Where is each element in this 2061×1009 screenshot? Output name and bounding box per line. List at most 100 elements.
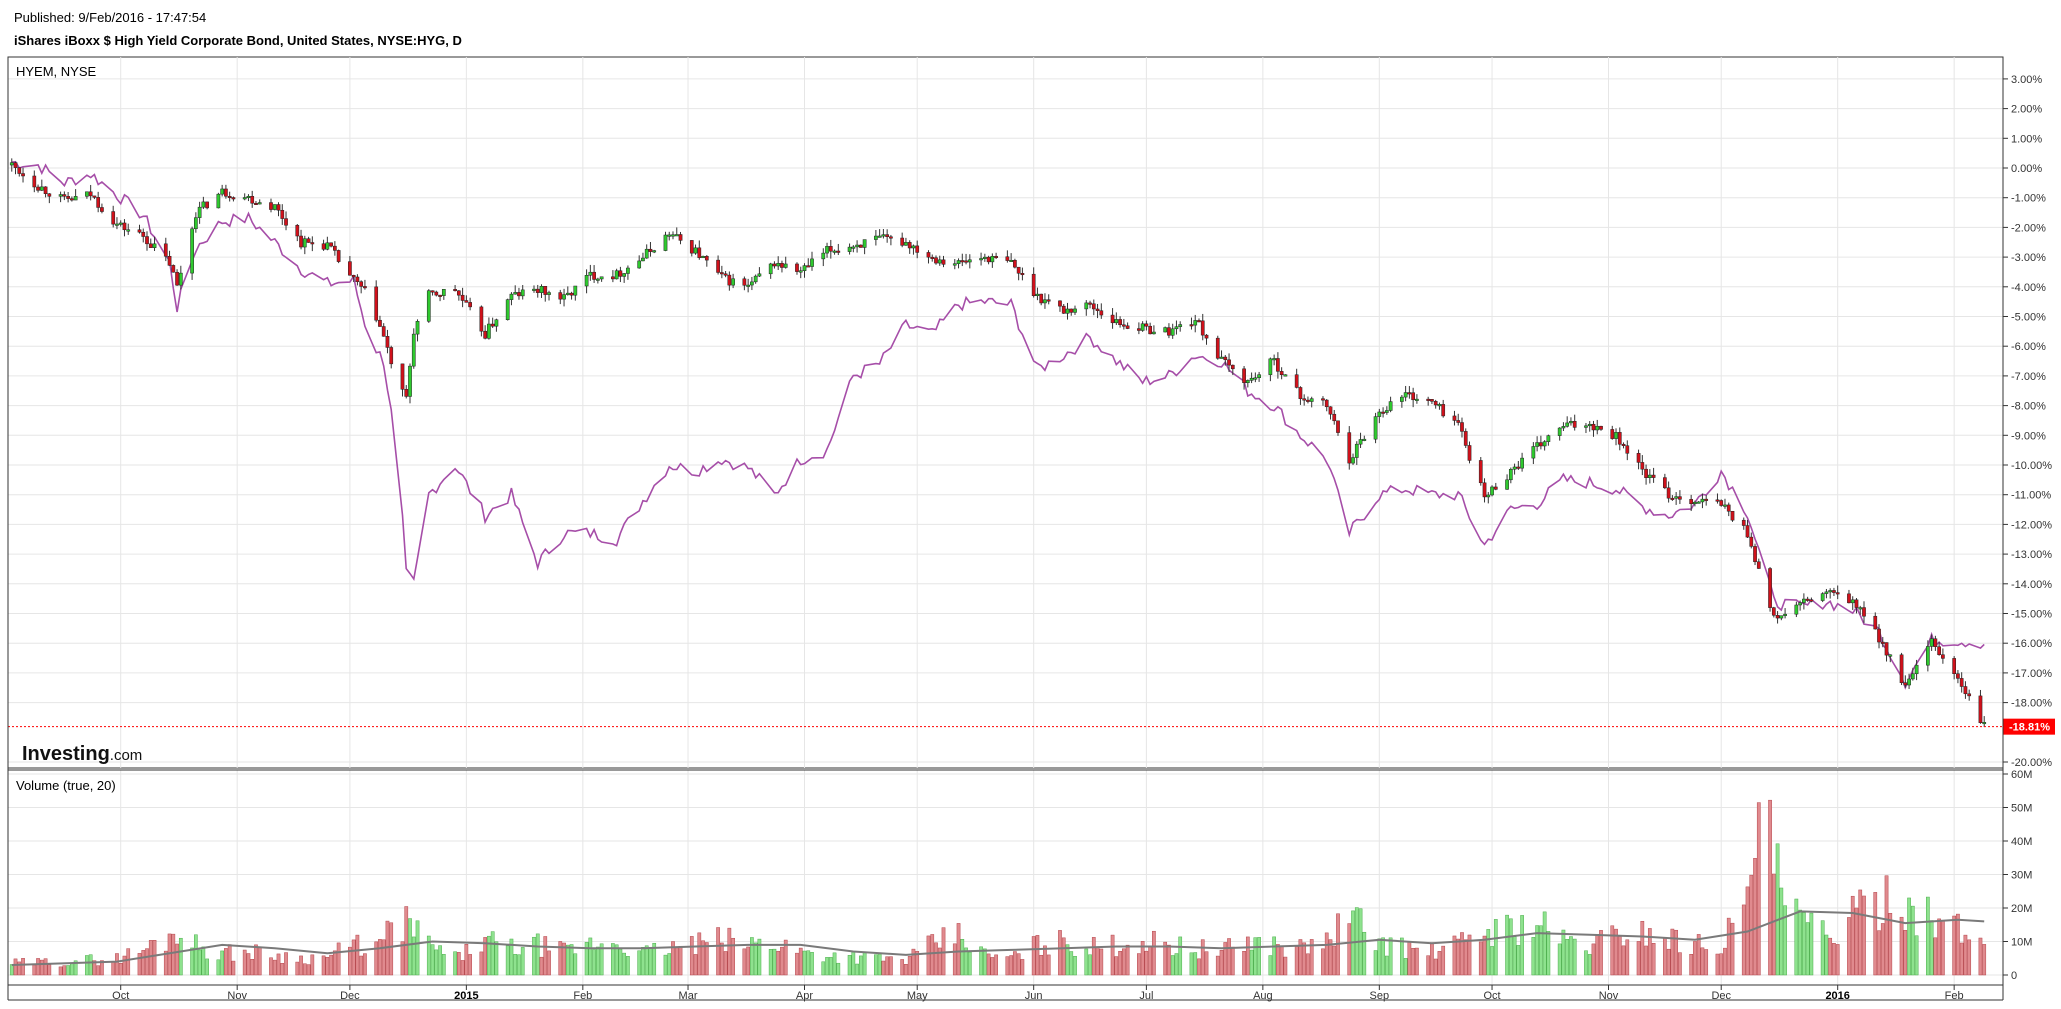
volume-bar bbox=[456, 952, 461, 976]
candle-body bbox=[190, 228, 194, 274]
candle bbox=[1884, 642, 1889, 662]
candle bbox=[847, 243, 852, 255]
volume-bar bbox=[1227, 938, 1231, 976]
volume-bar bbox=[1061, 937, 1066, 976]
candle-body bbox=[986, 256, 991, 263]
candle-body bbox=[532, 288, 536, 291]
candle-body bbox=[1873, 615, 1878, 630]
volume-bar bbox=[723, 951, 728, 976]
time-axis[interactable]: Oct Nov Dec 2015 Feb Mar Apr May Jun Jul Aug Sep Oct… bbox=[112, 985, 1964, 1002]
candle bbox=[1020, 267, 1025, 281]
candle-body bbox=[302, 238, 307, 248]
candle bbox=[1152, 325, 1156, 335]
volume-bar bbox=[487, 935, 491, 976]
candle bbox=[1189, 317, 1194, 330]
candle bbox=[535, 284, 540, 298]
volume-bar bbox=[1114, 956, 1119, 976]
candle-body bbox=[1388, 401, 1393, 411]
volume-bar bbox=[1039, 954, 1044, 976]
candle-body bbox=[464, 300, 469, 303]
candle-body bbox=[1321, 398, 1325, 401]
candle-body bbox=[1084, 302, 1089, 310]
candle bbox=[1200, 313, 1205, 341]
volume-bar bbox=[1508, 918, 1513, 976]
volume-bar bbox=[374, 941, 379, 976]
volume-bar bbox=[859, 955, 863, 976]
volume-bar bbox=[697, 932, 702, 976]
volume-bar bbox=[1381, 937, 1385, 976]
candle bbox=[704, 255, 709, 267]
candle bbox=[926, 250, 931, 264]
candle-body bbox=[1959, 678, 1964, 687]
volume-bar bbox=[828, 957, 833, 976]
candle bbox=[1978, 689, 1983, 724]
volume-bar bbox=[798, 947, 803, 976]
candle-body bbox=[137, 229, 142, 233]
volume-bar bbox=[1978, 937, 1983, 976]
candle-body bbox=[73, 196, 78, 201]
candle-body bbox=[1467, 445, 1472, 461]
candle-body bbox=[1768, 568, 1772, 608]
candle-body bbox=[1858, 607, 1863, 610]
candle-body bbox=[96, 197, 101, 208]
time-tick-label: Aug bbox=[1253, 990, 1273, 1002]
candle bbox=[1009, 253, 1013, 262]
candle-body bbox=[1520, 457, 1524, 469]
volume-bar bbox=[1614, 928, 1618, 976]
candle bbox=[1820, 592, 1825, 603]
volume-bar bbox=[1204, 951, 1209, 976]
volume-bar bbox=[562, 942, 566, 976]
candle-body bbox=[1384, 410, 1389, 413]
candle-body bbox=[329, 242, 333, 247]
volume-bar bbox=[1569, 936, 1573, 976]
candle-body bbox=[276, 204, 281, 211]
candle bbox=[810, 251, 814, 271]
candle-body bbox=[490, 323, 495, 327]
volume-bar bbox=[220, 950, 225, 976]
volume-bar bbox=[663, 954, 668, 976]
candle-body bbox=[348, 261, 352, 276]
candle-body bbox=[201, 201, 206, 208]
candle bbox=[1257, 371, 1261, 382]
time-tick-label: Jul bbox=[1139, 990, 1153, 1002]
volume-bar bbox=[404, 906, 409, 976]
volume-bar bbox=[415, 920, 420, 976]
candle-body bbox=[1625, 445, 1630, 454]
volume-bar bbox=[1415, 947, 1419, 976]
candle bbox=[584, 269, 589, 294]
candle bbox=[456, 290, 461, 301]
candle bbox=[862, 239, 867, 255]
candle-body bbox=[990, 255, 995, 263]
volume-bar bbox=[716, 927, 720, 976]
volume-bar bbox=[1148, 946, 1152, 976]
volume-bar bbox=[1452, 935, 1457, 976]
candle-body bbox=[742, 278, 747, 286]
volume-bar bbox=[325, 956, 330, 976]
candle bbox=[1411, 387, 1415, 408]
candle bbox=[1591, 420, 1596, 437]
candle bbox=[727, 271, 732, 291]
candle bbox=[1512, 463, 1517, 475]
candle bbox=[1516, 460, 1521, 470]
price-axis[interactable]: 3.00% 2.00% 1.00% 0.00% -1.00% -2.00% -3.00% -4… bbox=[2003, 74, 2052, 769]
candle-body bbox=[716, 259, 720, 273]
candle bbox=[126, 223, 131, 235]
candle-body bbox=[21, 173, 25, 177]
volume-bar bbox=[1572, 938, 1577, 976]
volume-bar bbox=[1715, 953, 1720, 976]
candle bbox=[1753, 543, 1757, 566]
volume-bar bbox=[299, 955, 303, 976]
candle bbox=[1227, 353, 1231, 373]
candle-body bbox=[378, 319, 382, 327]
candle bbox=[1084, 300, 1089, 316]
candle-body bbox=[1508, 469, 1513, 481]
candle bbox=[152, 236, 157, 251]
candle-body bbox=[836, 250, 841, 253]
candle-body bbox=[1219, 356, 1224, 359]
candle bbox=[250, 190, 255, 208]
volume-bar bbox=[889, 956, 893, 976]
volume-axis[interactable]: 60M 50M 40M 30M 20M 10M 0 bbox=[2003, 769, 2032, 982]
candle bbox=[1610, 425, 1615, 440]
volume-bar bbox=[1730, 922, 1735, 976]
